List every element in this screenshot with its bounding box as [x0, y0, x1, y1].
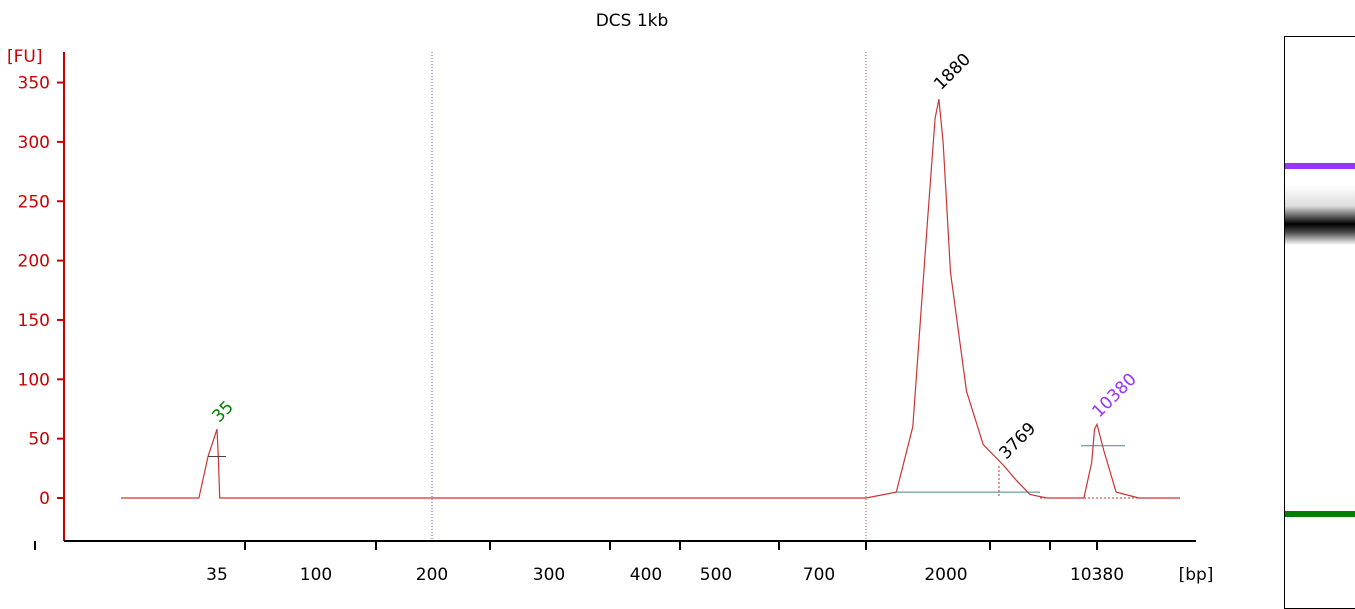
- y-tick-label: 100: [18, 370, 50, 390]
- y-axis-label: [FU]: [7, 47, 43, 67]
- axes: [63, 52, 1196, 542]
- peak-label: 10380: [1088, 370, 1140, 422]
- y-tick-label: 0: [39, 489, 50, 509]
- x-tick-label: 2000: [924, 565, 967, 585]
- y-tick-label: 50: [28, 430, 50, 450]
- y-tick-label: 350: [18, 74, 50, 94]
- gel-lane: [1284, 36, 1355, 609]
- x-tick-label: 700: [803, 565, 835, 585]
- y-tick-label: 200: [18, 252, 50, 272]
- chart-title: DCS 1kb: [596, 11, 669, 31]
- peak-label: 3769: [995, 419, 1040, 464]
- axis-ticks: 0 50 100 150 200 250 300 350 35 100 200 300 400 500 70…: [18, 74, 1125, 585]
- peak-label: 1880: [930, 50, 975, 95]
- gel-band-upper-marker: [1285, 163, 1355, 169]
- y-tick-label: 300: [18, 133, 50, 153]
- gel-band-sample: [1285, 185, 1355, 245]
- x-tick-label: 35: [206, 565, 228, 585]
- y-tick-label: 250: [18, 192, 50, 212]
- x-tick-label: 500: [700, 565, 732, 585]
- peak-labels: 35 1880 3769 10380: [208, 50, 1140, 464]
- gel-band-lower-marker: [1285, 511, 1355, 517]
- x-tick-label: 200: [416, 565, 448, 585]
- trace-line: [121, 99, 1180, 499]
- trace-group: [121, 99, 1180, 499]
- y-tick-label: 150: [18, 311, 50, 331]
- x-tick-label: 300: [533, 565, 565, 585]
- x-tick-label: 100: [300, 565, 332, 585]
- peak-label: 35: [208, 397, 237, 426]
- x-tick-label: 400: [630, 565, 662, 585]
- x-tick-label: 10380: [1070, 565, 1124, 585]
- x-axis-label: [bp]: [1179, 565, 1214, 585]
